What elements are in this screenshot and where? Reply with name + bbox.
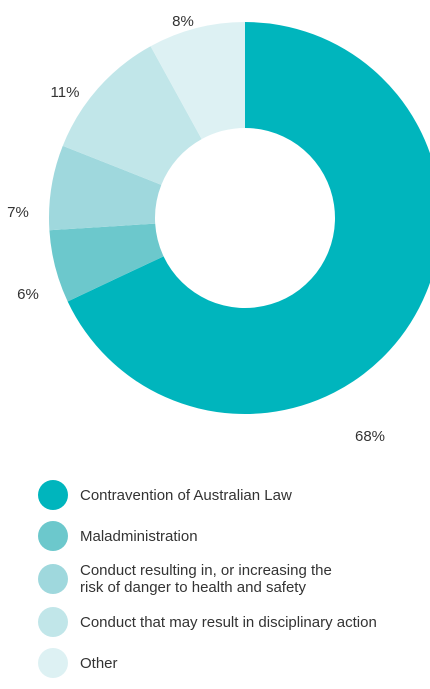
legend-label: Conduct resulting in, or increasing the … — [80, 562, 332, 596]
slice-label: 11% — [51, 84, 80, 101]
legend-item: Conduct resulting in, or increasing the … — [38, 562, 430, 596]
slice-label: 8% — [172, 13, 194, 30]
legend-label: Contravention of Australian Law — [80, 486, 292, 504]
slice-label: 7% — [7, 204, 29, 221]
chart: 68% 6% 7% 11% 8% — [7, 13, 430, 445]
slice-label: 68% — [355, 428, 385, 445]
donut-slice — [150, 21, 245, 140]
legend-label: Conduct that may result in disciplinary … — [80, 613, 377, 631]
legend-label: Other — [80, 654, 118, 672]
legend-item: Conduct that may result in disciplinary … — [38, 607, 430, 637]
legend-swatch — [38, 607, 68, 637]
legend-item: Other — [38, 648, 430, 678]
legend-swatch — [38, 480, 68, 510]
donut-slice — [67, 22, 430, 414]
legend: Contravention of Australian Law Maladmini… — [38, 480, 430, 689]
legend-item: Contravention of Australian Law — [38, 480, 430, 510]
slice-label: 6% — [17, 286, 39, 303]
donut-slice — [49, 145, 162, 231]
legend-item: Maladministration — [38, 521, 430, 551]
donut-slice — [62, 46, 202, 185]
donut-slice — [49, 223, 164, 302]
legend-swatch — [38, 648, 68, 678]
legend-swatch — [38, 564, 68, 594]
legend-label: Maladministration — [80, 527, 198, 545]
legend-swatch — [38, 521, 68, 551]
